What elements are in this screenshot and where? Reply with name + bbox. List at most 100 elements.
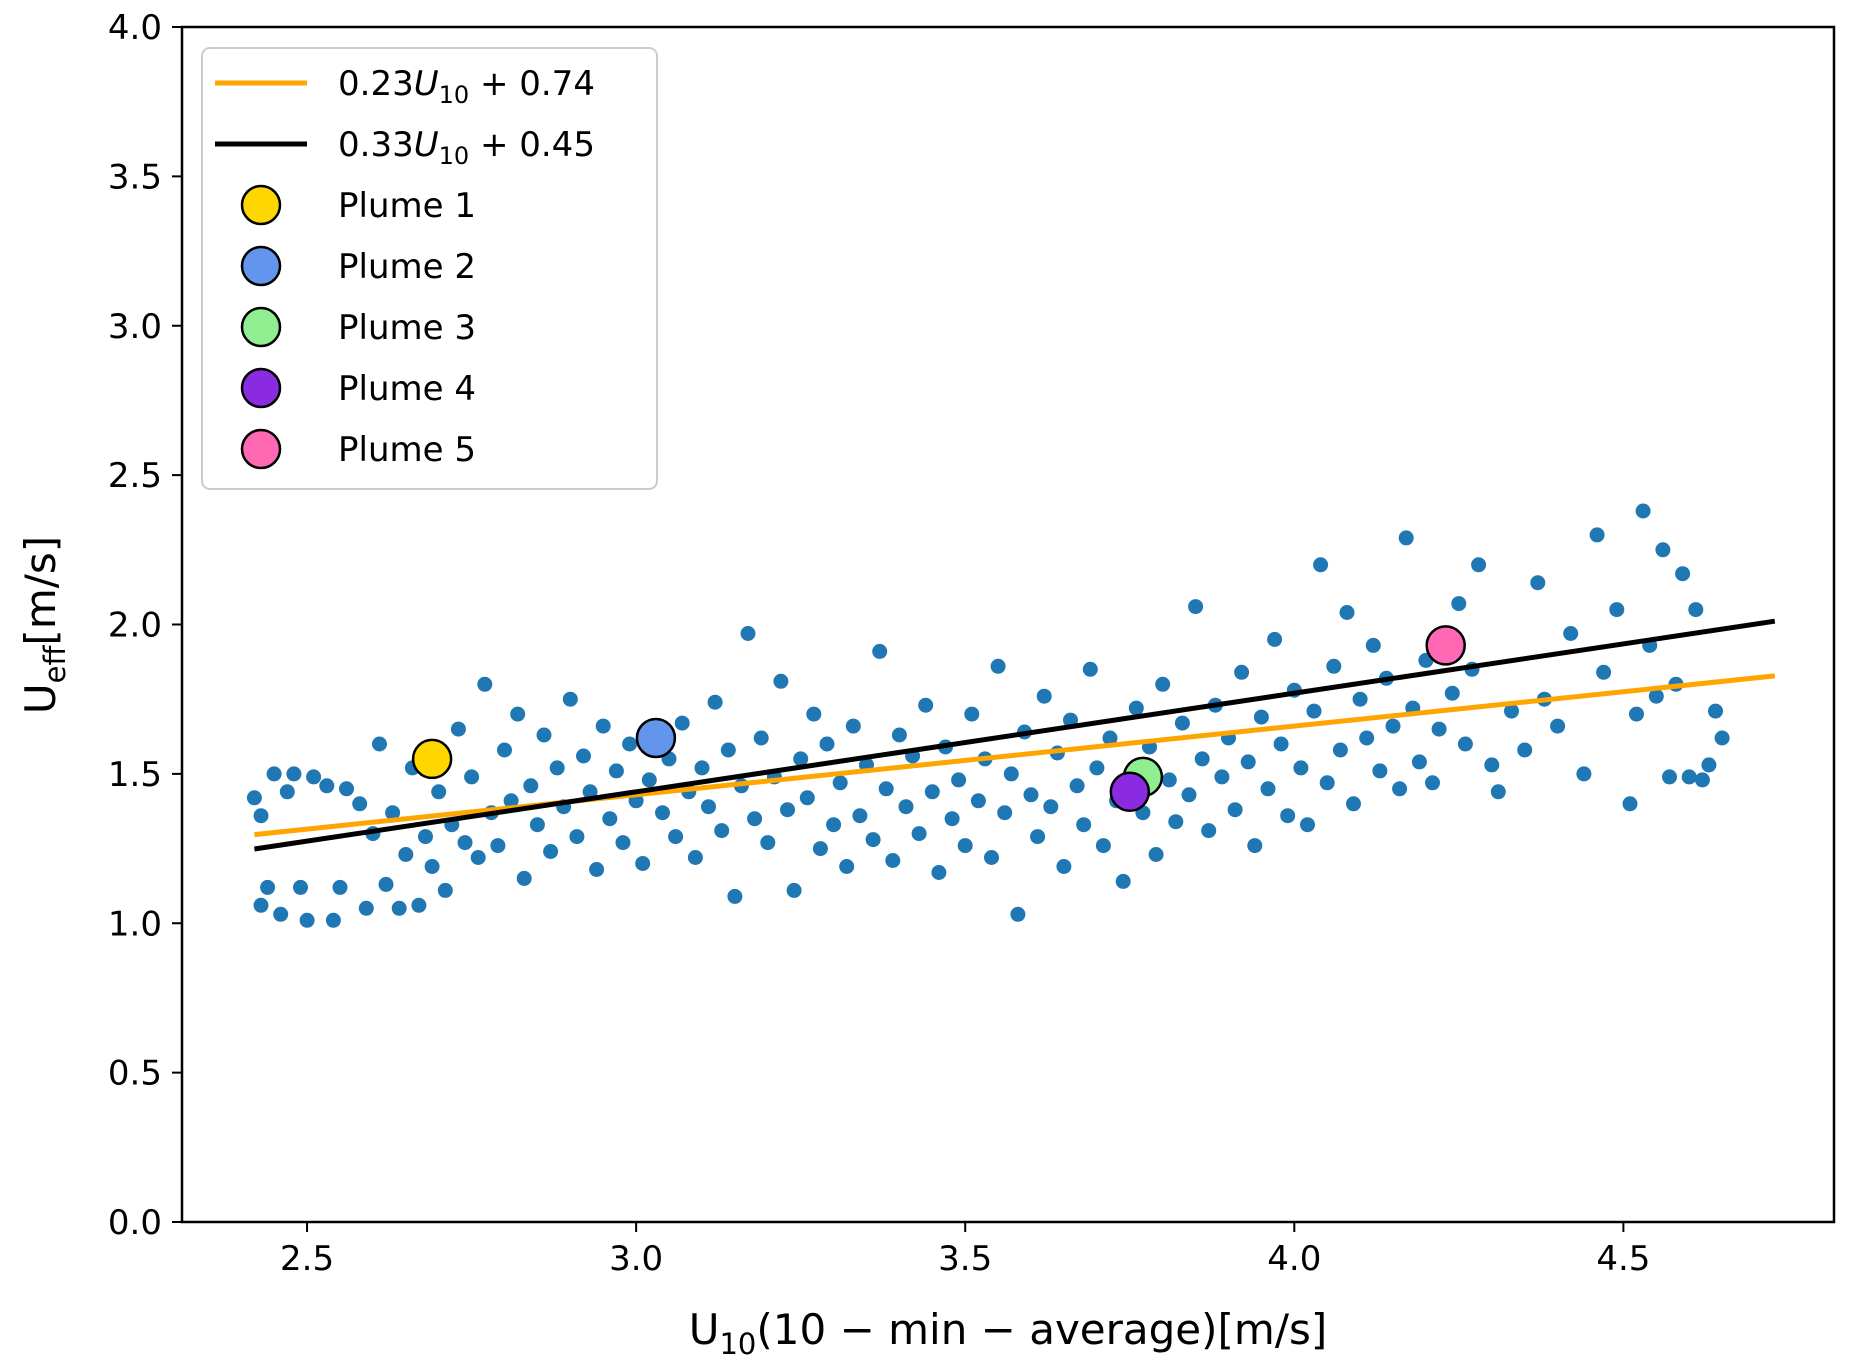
data-point bbox=[1550, 718, 1566, 734]
legend-plume-entries: Plume 1 Plume 2 Plume 3 Plume 4 Plume 5 bbox=[240, 184, 476, 470]
data-point bbox=[418, 829, 433, 845]
data-point bbox=[832, 775, 848, 791]
data-point bbox=[885, 853, 901, 868]
data-point bbox=[497, 742, 512, 758]
data-point bbox=[1701, 757, 1717, 773]
data-point bbox=[1451, 596, 1467, 612]
data-point bbox=[1648, 688, 1664, 704]
plume-5-marker bbox=[1425, 625, 1466, 666]
data-point bbox=[1128, 700, 1144, 716]
data-point bbox=[1675, 566, 1691, 582]
data-point bbox=[872, 643, 888, 659]
data-point bbox=[806, 706, 822, 722]
data-point bbox=[793, 751, 809, 767]
data-point bbox=[1168, 814, 1184, 830]
data-point bbox=[951, 772, 967, 788]
data-point bbox=[1392, 781, 1408, 797]
data-point bbox=[1300, 817, 1315, 833]
data-point bbox=[701, 799, 716, 815]
data-point bbox=[799, 790, 815, 806]
data-point bbox=[1576, 766, 1592, 782]
data-point bbox=[1089, 760, 1105, 776]
data-point bbox=[510, 706, 526, 722]
data-point bbox=[503, 793, 519, 809]
data-point bbox=[1082, 661, 1098, 677]
x-tick-label: 2.5 bbox=[280, 1239, 334, 1279]
data-point bbox=[635, 856, 651, 871]
data-point bbox=[523, 778, 539, 794]
legend-plume-4-label: Plume 4 bbox=[338, 369, 476, 409]
data-point bbox=[720, 742, 736, 758]
data-point bbox=[1609, 602, 1625, 618]
x-tick-label: 3.0 bbox=[609, 1239, 663, 1279]
y-tick-label: 2.0 bbox=[108, 606, 162, 646]
y-axis-title: Ueff[m/s] bbox=[16, 536, 72, 714]
data-point bbox=[1352, 691, 1368, 707]
data-point bbox=[1359, 730, 1375, 746]
data-point bbox=[997, 805, 1013, 821]
data-point bbox=[385, 805, 401, 821]
legend-plume-3-marker bbox=[240, 306, 282, 348]
data-point bbox=[1155, 676, 1171, 692]
data-point bbox=[622, 736, 638, 752]
data-point bbox=[372, 736, 387, 752]
data-point bbox=[1326, 658, 1342, 674]
data-point bbox=[786, 882, 802, 898]
y-tick-label: 1.0 bbox=[108, 904, 162, 944]
data-point bbox=[714, 823, 730, 839]
fit-line-black bbox=[254, 618, 1776, 852]
data-point bbox=[273, 906, 289, 922]
data-point bbox=[1504, 703, 1519, 719]
data-point bbox=[1280, 808, 1296, 824]
data-point bbox=[549, 760, 565, 776]
data-point bbox=[1332, 742, 1348, 758]
data-point bbox=[1076, 817, 1092, 833]
data-point bbox=[740, 626, 756, 641]
data-point bbox=[536, 727, 552, 743]
data-point bbox=[898, 799, 914, 815]
data-point bbox=[707, 694, 723, 710]
data-point bbox=[266, 766, 282, 782]
legend-plume-4-marker bbox=[240, 367, 282, 409]
data-point bbox=[694, 760, 710, 776]
data-point bbox=[516, 870, 532, 886]
data-point bbox=[1694, 772, 1710, 788]
axes: 2.5 3.0 3.5 4.0 4.5 0.0 0.5 1.0 1.5 2.0 2.5 3.0 3.5 4… bbox=[108, 8, 1651, 1279]
x-axis-title: U10(10 − min − average)[m/s] bbox=[689, 1305, 1328, 1361]
data-point bbox=[1267, 631, 1283, 647]
data-point bbox=[655, 805, 670, 821]
data-point bbox=[1708, 703, 1723, 719]
data-point bbox=[1306, 703, 1322, 719]
data-point bbox=[1596, 664, 1612, 680]
data-point bbox=[293, 879, 308, 895]
data-point bbox=[1234, 664, 1250, 680]
data-point bbox=[931, 865, 947, 880]
data-point bbox=[1530, 575, 1546, 591]
data-point bbox=[562, 691, 578, 707]
legend-plume-2-marker bbox=[240, 245, 282, 287]
y-tick-label: 0.0 bbox=[108, 1203, 162, 1243]
legend-box bbox=[201, 47, 658, 490]
data-point bbox=[1227, 802, 1243, 818]
data-point bbox=[1030, 829, 1046, 845]
data-point bbox=[1655, 542, 1671, 558]
data-point bbox=[1635, 503, 1651, 519]
data-point bbox=[970, 793, 986, 809]
y-tick-label: 2.5 bbox=[108, 456, 162, 496]
y-tick-label: 3.5 bbox=[108, 157, 162, 197]
data-point bbox=[918, 697, 934, 713]
data-point bbox=[1043, 799, 1059, 815]
data-point bbox=[253, 897, 269, 913]
data-point bbox=[260, 879, 276, 895]
plume-4-marker bbox=[1109, 771, 1151, 813]
legend-plume-5-label: Plume 5 bbox=[338, 430, 476, 470]
data-point bbox=[990, 658, 1006, 674]
data-point bbox=[1253, 709, 1269, 725]
data-point bbox=[1148, 847, 1164, 862]
data-point bbox=[1102, 730, 1118, 746]
data-point bbox=[1457, 736, 1473, 752]
data-point bbox=[490, 838, 506, 854]
y-tick-label: 0.5 bbox=[108, 1054, 162, 1094]
data-point bbox=[1161, 772, 1177, 788]
